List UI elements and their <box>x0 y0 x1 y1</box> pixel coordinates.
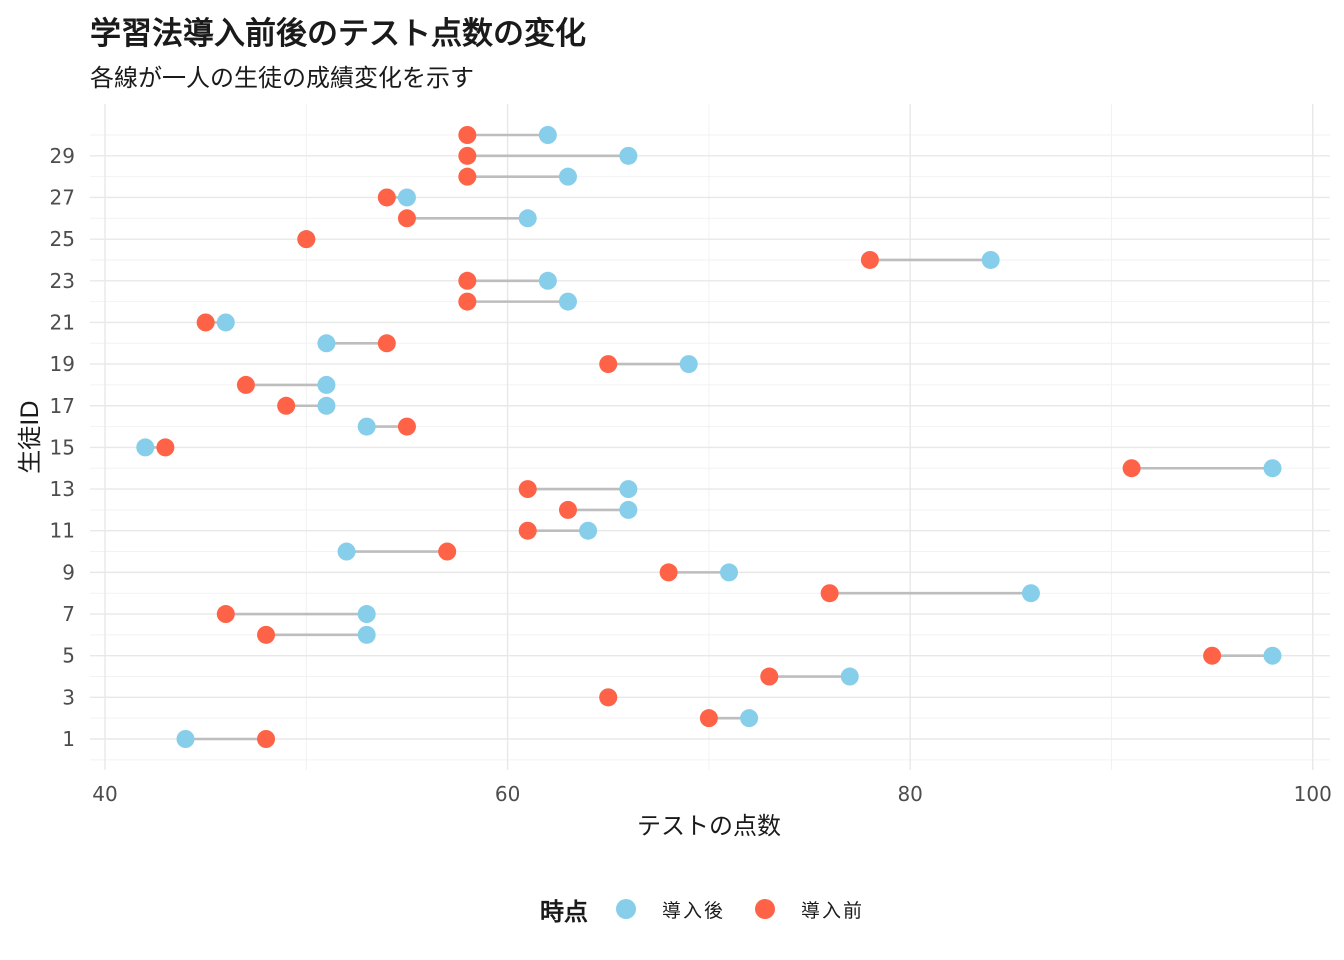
point-after <box>720 563 739 582</box>
point-before <box>699 709 718 728</box>
point-before <box>438 542 457 561</box>
legend-label-after: 導入後 <box>662 899 726 922</box>
y-tick-label: 19 <box>50 352 75 376</box>
point-after <box>1263 646 1282 665</box>
y-tick-label: 23 <box>50 269 75 293</box>
legend-item-before: 導入前 <box>755 896 864 923</box>
y-axis-title: 生徒ID <box>16 400 44 474</box>
point-after <box>216 313 235 332</box>
y-tick-label: 3 <box>62 685 75 709</box>
x-axis-title: テストの点数 <box>637 812 781 840</box>
point-before <box>196 313 215 332</box>
point-before <box>518 521 537 540</box>
point-before <box>820 584 839 603</box>
point-after <box>679 355 698 374</box>
point-before <box>377 188 396 207</box>
legend-label-before: 導入前 <box>801 899 865 922</box>
point-before <box>599 688 618 707</box>
grid-major <box>90 104 1330 770</box>
x-tick-label: 80 <box>897 782 922 806</box>
y-tick-label: 21 <box>50 310 75 334</box>
point-before <box>558 500 577 519</box>
point-after <box>337 542 356 561</box>
point-before <box>860 250 879 269</box>
legend: 時点 導入後 導入前 <box>0 886 1344 932</box>
y-tick-label: 7 <box>62 602 75 626</box>
point-after <box>317 396 336 415</box>
point-before <box>397 209 416 228</box>
point-before <box>458 126 477 144</box>
point-before <box>297 230 316 249</box>
point-before <box>257 730 276 748</box>
y-tick-label: 1 <box>62 727 75 751</box>
point-before <box>377 334 396 353</box>
y-tick-label: 9 <box>62 560 75 584</box>
y-tick-label: 11 <box>50 519 75 543</box>
point-after <box>176 730 195 748</box>
point-after <box>619 146 638 165</box>
point-before <box>216 605 235 624</box>
point-before <box>458 271 477 290</box>
x-tick-label: 60 <box>495 782 520 806</box>
y-tick-label: 15 <box>50 435 75 459</box>
point-after <box>558 167 577 186</box>
point-before <box>257 625 276 644</box>
point-after <box>357 625 376 644</box>
x-tick-label: 40 <box>92 782 117 806</box>
legend-key-before <box>755 899 776 919</box>
point-before <box>397 417 416 436</box>
point-after <box>619 500 638 519</box>
chart-title: 学習法導入前後のテスト点数の変化 <box>90 16 586 52</box>
point-after <box>357 605 376 624</box>
point-before <box>599 355 618 374</box>
y-tick-label: 27 <box>50 185 75 209</box>
x-tick-label: 100 <box>1294 782 1332 806</box>
point-after <box>558 292 577 311</box>
point-after <box>136 438 155 457</box>
point-after <box>740 709 759 728</box>
point-before <box>659 563 678 582</box>
point-before <box>458 167 477 186</box>
y-tick-label: 17 <box>50 394 75 418</box>
point-after <box>840 667 859 686</box>
point-after <box>1021 584 1040 603</box>
point-before <box>1203 646 1222 665</box>
x-ticks: 40 60 80 100 <box>92 782 1332 806</box>
point-after <box>357 417 376 436</box>
y-tick-label: 29 <box>50 144 75 168</box>
point-after <box>579 521 598 540</box>
point-after <box>397 188 416 207</box>
legend-item-after: 導入後 <box>616 896 725 923</box>
point-before <box>458 292 477 311</box>
grid-minor <box>90 104 1330 770</box>
point-after <box>981 250 1000 269</box>
point-after <box>538 126 557 144</box>
point-after <box>619 480 638 499</box>
point-after <box>1263 459 1282 478</box>
legend-title: 時点 <box>540 897 588 926</box>
point-before <box>236 375 255 394</box>
points <box>136 126 1282 748</box>
point-before <box>760 667 779 686</box>
point-before <box>277 396 296 415</box>
point-before <box>156 438 175 457</box>
point-after <box>317 375 336 394</box>
y-tick-label: 13 <box>50 477 75 501</box>
point-before <box>458 146 477 165</box>
chart-subtitle: 各線が一人の生徒の成績変化を示す <box>90 64 474 92</box>
point-after <box>317 334 336 353</box>
point-before <box>518 480 537 499</box>
y-tick-label: 25 <box>50 227 75 251</box>
point-after <box>518 209 537 228</box>
legend-key-after <box>616 899 636 919</box>
point-before <box>1122 459 1141 478</box>
y-tick-label: 5 <box>62 644 75 668</box>
connectors <box>145 133 1273 741</box>
point-after <box>538 271 557 290</box>
